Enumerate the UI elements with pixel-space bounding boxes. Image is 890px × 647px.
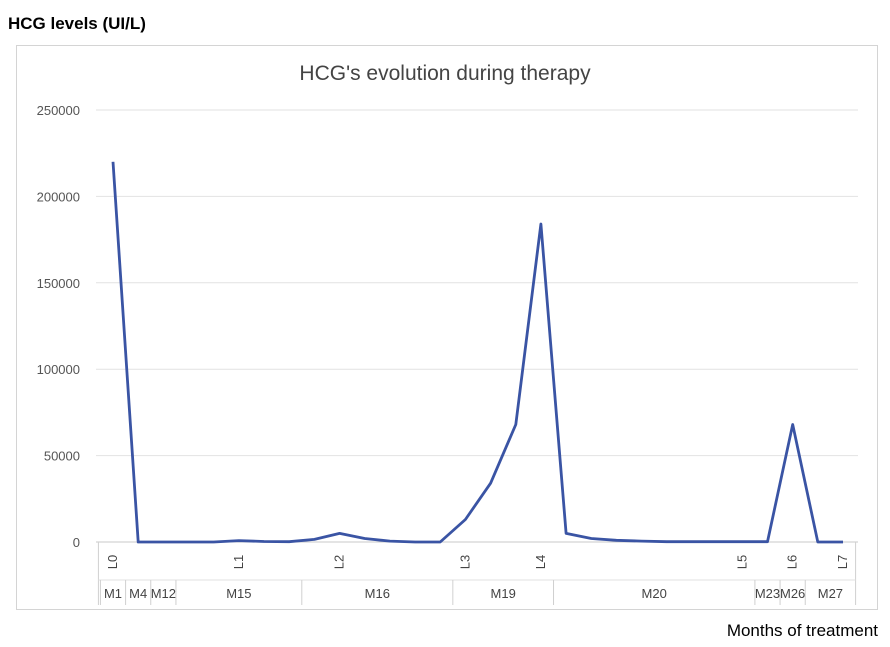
month-label-M26: M26 xyxy=(780,586,805,601)
y-tick-100000: 100000 xyxy=(37,362,80,377)
month-label-M23: M23 xyxy=(755,586,780,601)
month-label-M20: M20 xyxy=(642,586,667,601)
month-label-M12: M12 xyxy=(151,586,176,601)
y-tick-50000: 50000 xyxy=(44,449,80,464)
series-line xyxy=(111,161,843,544)
label-marker-L5: L5 xyxy=(734,555,749,569)
label-marker-L0: L0 xyxy=(105,555,120,569)
category-separators xyxy=(97,542,857,605)
label-marker-L3: L3 xyxy=(457,555,472,569)
label-marker-L4: L4 xyxy=(533,555,548,569)
label-marker-L2: L2 xyxy=(332,555,347,569)
y-tick-0: 0 xyxy=(73,535,80,550)
x-axis-title: Months of treatment xyxy=(726,621,878,640)
y-tick-250000: 250000 xyxy=(37,103,80,118)
label-marker-L7: L7 xyxy=(835,555,850,569)
label-marker-L6: L6 xyxy=(785,555,800,569)
y-tick-200000: 200000 xyxy=(37,189,80,204)
series-hcg xyxy=(111,161,844,544)
month-label-M27: M27 xyxy=(818,586,843,601)
hcg-line-chart: HCG's evolution during therapy 0 50000 100… xyxy=(37,62,858,605)
month-label-M19: M19 xyxy=(491,586,516,601)
y-tick-labels: 0 50000 100000 150000 200000 250000 xyxy=(37,103,80,550)
chart-title: HCG's evolution during therapy xyxy=(299,62,591,85)
label-marker-L1: L1 xyxy=(231,555,246,569)
y-axis-title: HCG levels (UI/L) xyxy=(8,14,146,33)
y-tick-150000: 150000 xyxy=(37,276,80,291)
gridlines xyxy=(96,109,858,543)
month-label-M4: M4 xyxy=(129,586,147,601)
month-label-M1: M1 xyxy=(104,586,122,601)
chart-frame xyxy=(16,45,878,610)
month-label-M15: M15 xyxy=(226,586,251,601)
month-label-M16: M16 xyxy=(365,586,390,601)
